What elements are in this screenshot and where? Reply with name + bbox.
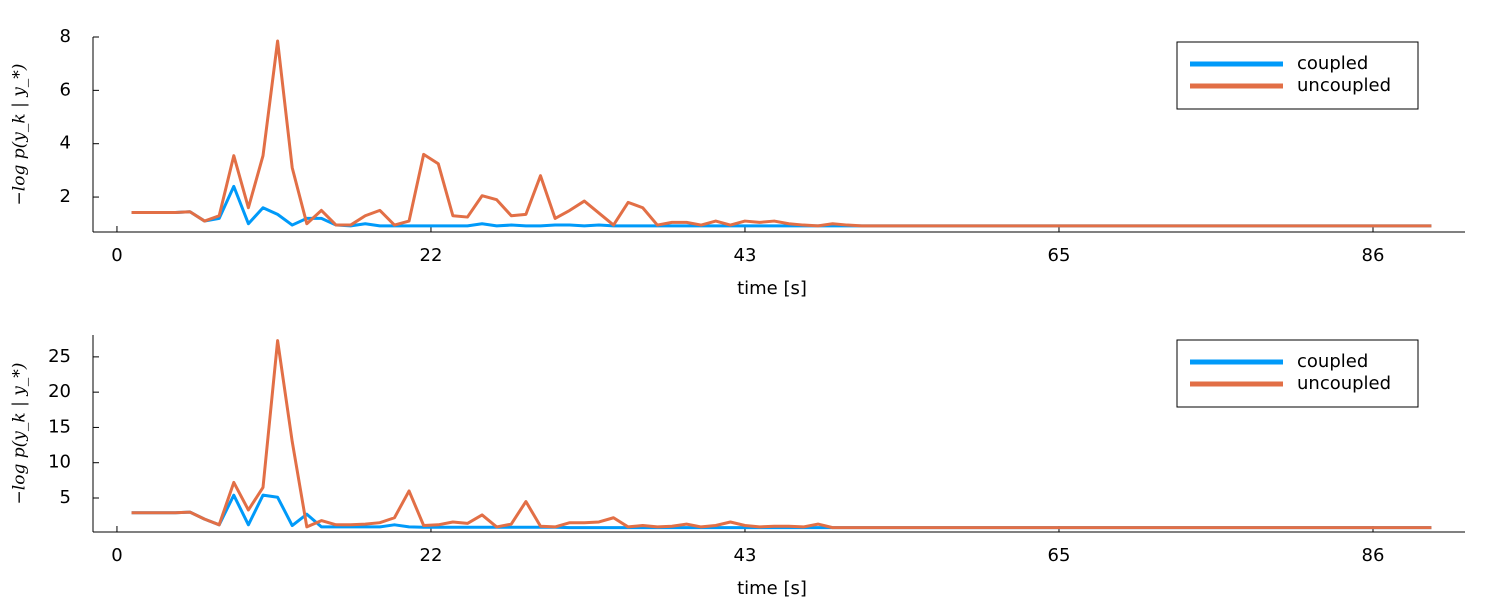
y-axis-label: −log p(y_k | y_*): [10, 363, 30, 505]
legend-label: uncoupled: [1297, 75, 1391, 96]
y-tick-label: 6: [60, 79, 71, 100]
series-line: [131, 184, 1432, 228]
legend-label: coupled: [1297, 351, 1368, 372]
y-tick-label: 5: [60, 487, 71, 508]
x-tick-label: 0: [111, 245, 122, 266]
series-line: [131, 39, 1432, 228]
legend-label: uncoupled: [1297, 373, 1391, 394]
y-tick-label: 8: [60, 26, 71, 47]
x-tick-label: 43: [734, 545, 757, 566]
x-axis-label: time [s]: [737, 578, 807, 599]
x-axis-label: time [s]: [737, 278, 807, 299]
legend-label: coupled: [1297, 53, 1368, 74]
x-tick-label: 86: [1362, 245, 1385, 266]
x-tick-label: 22: [420, 245, 443, 266]
x-tick-label: 0: [111, 545, 122, 566]
y-tick-label: 25: [48, 346, 71, 367]
y-tick-label: 10: [48, 452, 71, 473]
series-line: [131, 339, 1432, 530]
x-tick-label: 43: [734, 245, 757, 266]
legend-box: [1176, 339, 1419, 408]
legend-box: [1176, 41, 1419, 110]
x-tick-label: 22: [420, 545, 443, 566]
y-tick-label: 2: [60, 186, 71, 207]
y-tick-label: 4: [60, 133, 71, 154]
x-tick-label: 86: [1362, 545, 1385, 566]
y-tick-label: 15: [48, 416, 71, 437]
x-tick-label: 65: [1048, 245, 1071, 266]
y-axis-label: −log p(y_k | y_*): [10, 64, 30, 206]
x-tick-label: 65: [1048, 545, 1071, 566]
y-tick-label: 20: [48, 381, 71, 402]
